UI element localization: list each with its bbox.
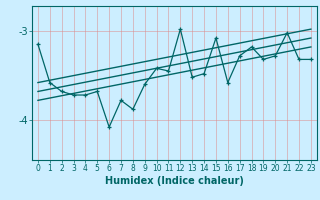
- X-axis label: Humidex (Indice chaleur): Humidex (Indice chaleur): [105, 176, 244, 186]
